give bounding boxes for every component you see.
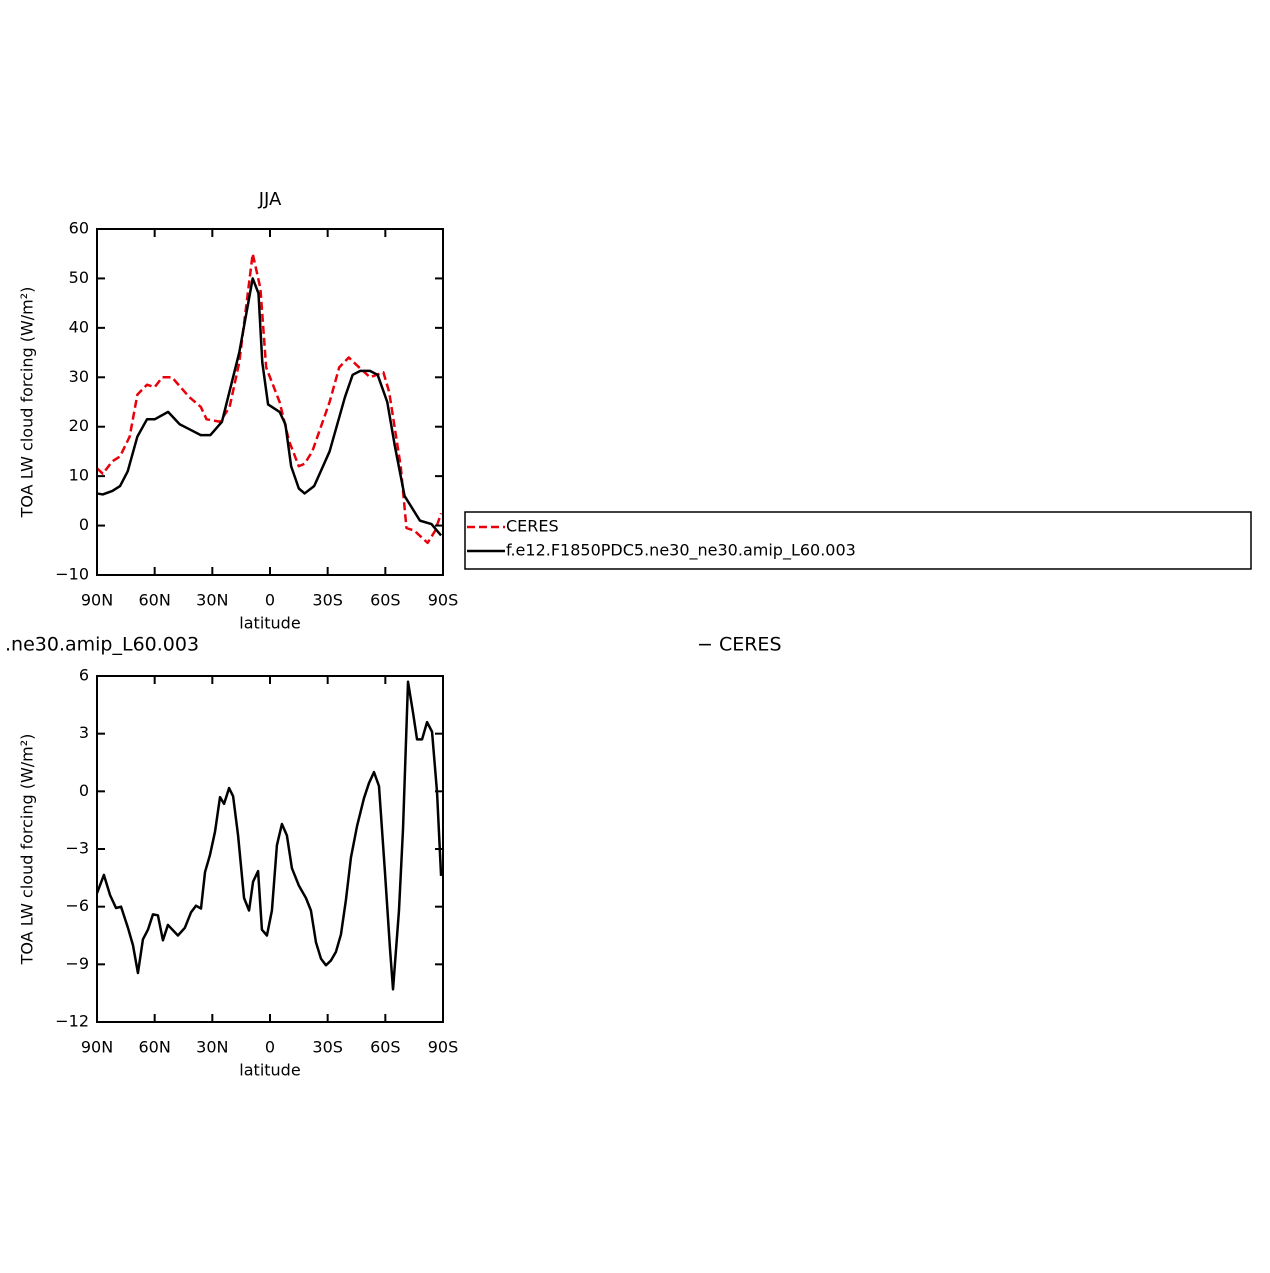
x-tick-label: 30S	[312, 1038, 343, 1057]
x-tick-label: 90N	[81, 1038, 113, 1057]
y-tick-label: 60	[69, 219, 89, 238]
y-tick-label: 40	[69, 317, 89, 336]
data-line	[96, 252, 443, 545]
legend-box	[464, 511, 1252, 570]
chart-title: JJA	[258, 189, 282, 210]
right-title: − CERES	[697, 634, 782, 656]
legend-label: f.e12.F1850PDC5.ne30_ne30.amip_L60.003	[506, 541, 856, 561]
data-line	[96, 277, 443, 537]
y-tick-label: 50	[69, 268, 89, 287]
y-tick-label: −12	[55, 1012, 89, 1031]
x-tick-label: 30N	[196, 591, 228, 610]
x-tick-label: 60N	[139, 591, 171, 610]
x-tick-label: 0	[265, 1038, 275, 1057]
x-axis-label: latitude	[239, 1061, 300, 1080]
x-tick-label: 30S	[312, 591, 343, 610]
y-tick-label: 0	[79, 781, 89, 800]
x-tick-label: 60S	[370, 1038, 401, 1057]
y-tick-label: −9	[65, 954, 89, 973]
x-tick-label: 0	[265, 591, 275, 610]
x-tick-label: 60S	[370, 591, 401, 610]
y-tick-label: 30	[69, 367, 89, 386]
y-axis-label: TOA LW cloud forcing (W/m²)	[18, 734, 37, 966]
data-line	[95, 680, 443, 991]
y-tick-label: 6	[79, 666, 89, 685]
left-title: .ne30.amip_L60.003	[5, 634, 199, 656]
y-tick-label: −6	[65, 896, 89, 915]
x-tick-label: 90S	[428, 1038, 459, 1057]
y-tick-label: 0	[79, 515, 89, 534]
x-tick-label: 30N	[196, 1038, 228, 1057]
x-tick-label: 60N	[139, 1038, 171, 1057]
y-tick-label: −10	[55, 565, 89, 584]
y-tick-label: 10	[69, 466, 89, 485]
x-tick-label: 90N	[81, 591, 113, 610]
y-axis-label: TOA LW cloud forcing (W/m²)	[18, 287, 37, 519]
x-axis-label: latitude	[239, 614, 300, 633]
y-tick-label: 20	[69, 416, 89, 435]
legend-label: CERES	[506, 517, 559, 536]
x-tick-label: 90S	[428, 591, 459, 610]
y-tick-label: −3	[65, 839, 89, 858]
y-tick-label: 3	[79, 723, 89, 742]
